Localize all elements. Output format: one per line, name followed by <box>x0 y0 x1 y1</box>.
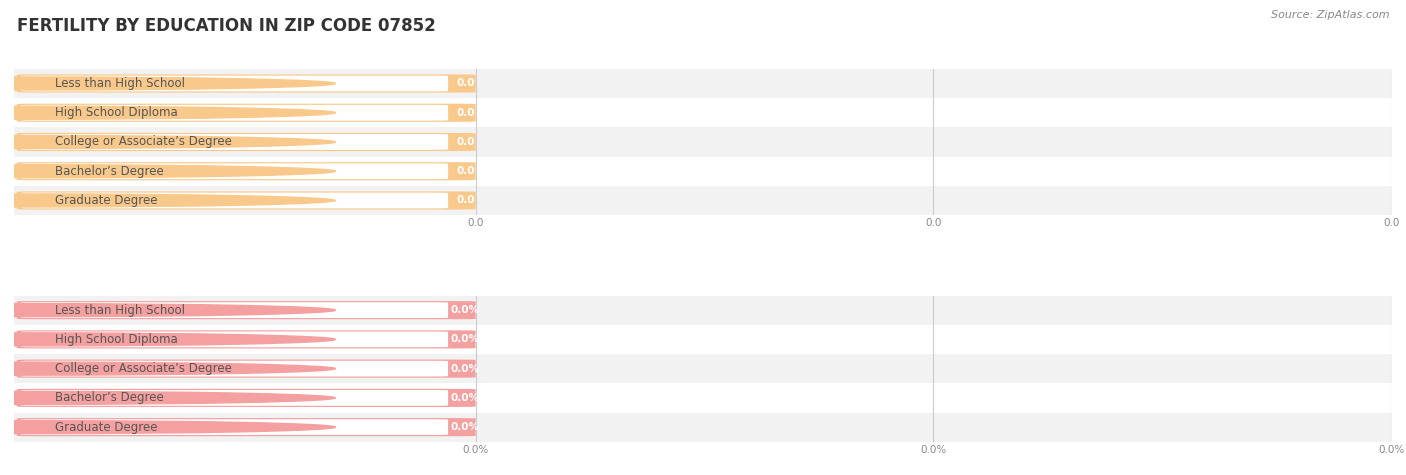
FancyBboxPatch shape <box>21 105 449 121</box>
Circle shape <box>0 420 336 434</box>
Circle shape <box>0 165 336 178</box>
Circle shape <box>0 106 336 119</box>
Text: Bachelor’s Degree: Bachelor’s Degree <box>55 391 165 404</box>
FancyBboxPatch shape <box>21 332 449 347</box>
FancyBboxPatch shape <box>14 98 1392 127</box>
Circle shape <box>0 135 336 149</box>
Text: Less than High School: Less than High School <box>55 77 186 90</box>
Text: 0.0: 0.0 <box>456 196 475 206</box>
Text: High School Diploma: High School Diploma <box>55 106 179 119</box>
FancyBboxPatch shape <box>17 75 475 93</box>
FancyBboxPatch shape <box>14 295 1392 325</box>
Text: College or Associate’s Degree: College or Associate’s Degree <box>55 135 232 149</box>
Text: Graduate Degree: Graduate Degree <box>55 421 157 434</box>
FancyBboxPatch shape <box>14 354 1392 383</box>
FancyBboxPatch shape <box>21 302 449 318</box>
Circle shape <box>0 304 336 317</box>
FancyBboxPatch shape <box>14 157 1392 186</box>
Text: Source: ZipAtlas.com: Source: ZipAtlas.com <box>1271 10 1389 19</box>
FancyBboxPatch shape <box>14 186 1392 215</box>
Text: 0.0: 0.0 <box>456 108 475 118</box>
Text: Bachelor’s Degree: Bachelor’s Degree <box>55 165 165 178</box>
Text: 0.0%: 0.0% <box>451 422 479 432</box>
FancyBboxPatch shape <box>21 76 449 91</box>
Text: 0.0%: 0.0% <box>451 334 479 344</box>
Text: 0.0%: 0.0% <box>451 393 479 403</box>
FancyBboxPatch shape <box>17 301 475 319</box>
Text: FERTILITY BY EDUCATION IN ZIP CODE 07852: FERTILITY BY EDUCATION IN ZIP CODE 07852 <box>17 17 436 35</box>
FancyBboxPatch shape <box>17 360 475 378</box>
Text: 0.0: 0.0 <box>456 78 475 88</box>
Text: 0.0: 0.0 <box>456 137 475 147</box>
Circle shape <box>0 77 336 90</box>
Text: College or Associate’s Degree: College or Associate’s Degree <box>55 362 232 375</box>
FancyBboxPatch shape <box>21 361 449 377</box>
Circle shape <box>0 362 336 375</box>
FancyBboxPatch shape <box>17 191 475 209</box>
FancyBboxPatch shape <box>14 383 1392 412</box>
FancyBboxPatch shape <box>14 69 1392 98</box>
Text: High School Diploma: High School Diploma <box>55 333 179 346</box>
Circle shape <box>0 333 336 346</box>
FancyBboxPatch shape <box>17 162 475 180</box>
FancyBboxPatch shape <box>17 133 475 151</box>
Text: Less than High School: Less than High School <box>55 304 186 317</box>
Circle shape <box>0 391 336 404</box>
FancyBboxPatch shape <box>14 325 1392 354</box>
FancyBboxPatch shape <box>17 389 475 407</box>
FancyBboxPatch shape <box>17 330 475 349</box>
FancyBboxPatch shape <box>21 390 449 406</box>
Text: 0.0%: 0.0% <box>451 364 479 374</box>
FancyBboxPatch shape <box>21 163 449 179</box>
FancyBboxPatch shape <box>21 419 449 435</box>
FancyBboxPatch shape <box>21 134 449 150</box>
FancyBboxPatch shape <box>17 104 475 122</box>
Text: Graduate Degree: Graduate Degree <box>55 194 157 207</box>
Text: 0.0%: 0.0% <box>451 305 479 315</box>
FancyBboxPatch shape <box>14 412 1392 442</box>
FancyBboxPatch shape <box>14 127 1392 157</box>
Text: 0.0: 0.0 <box>456 166 475 176</box>
FancyBboxPatch shape <box>17 418 475 436</box>
FancyBboxPatch shape <box>21 192 449 209</box>
Circle shape <box>0 194 336 207</box>
